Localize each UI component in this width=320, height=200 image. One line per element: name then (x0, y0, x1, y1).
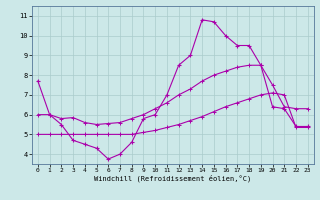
X-axis label: Windchill (Refroidissement éolien,°C): Windchill (Refroidissement éolien,°C) (94, 175, 252, 182)
